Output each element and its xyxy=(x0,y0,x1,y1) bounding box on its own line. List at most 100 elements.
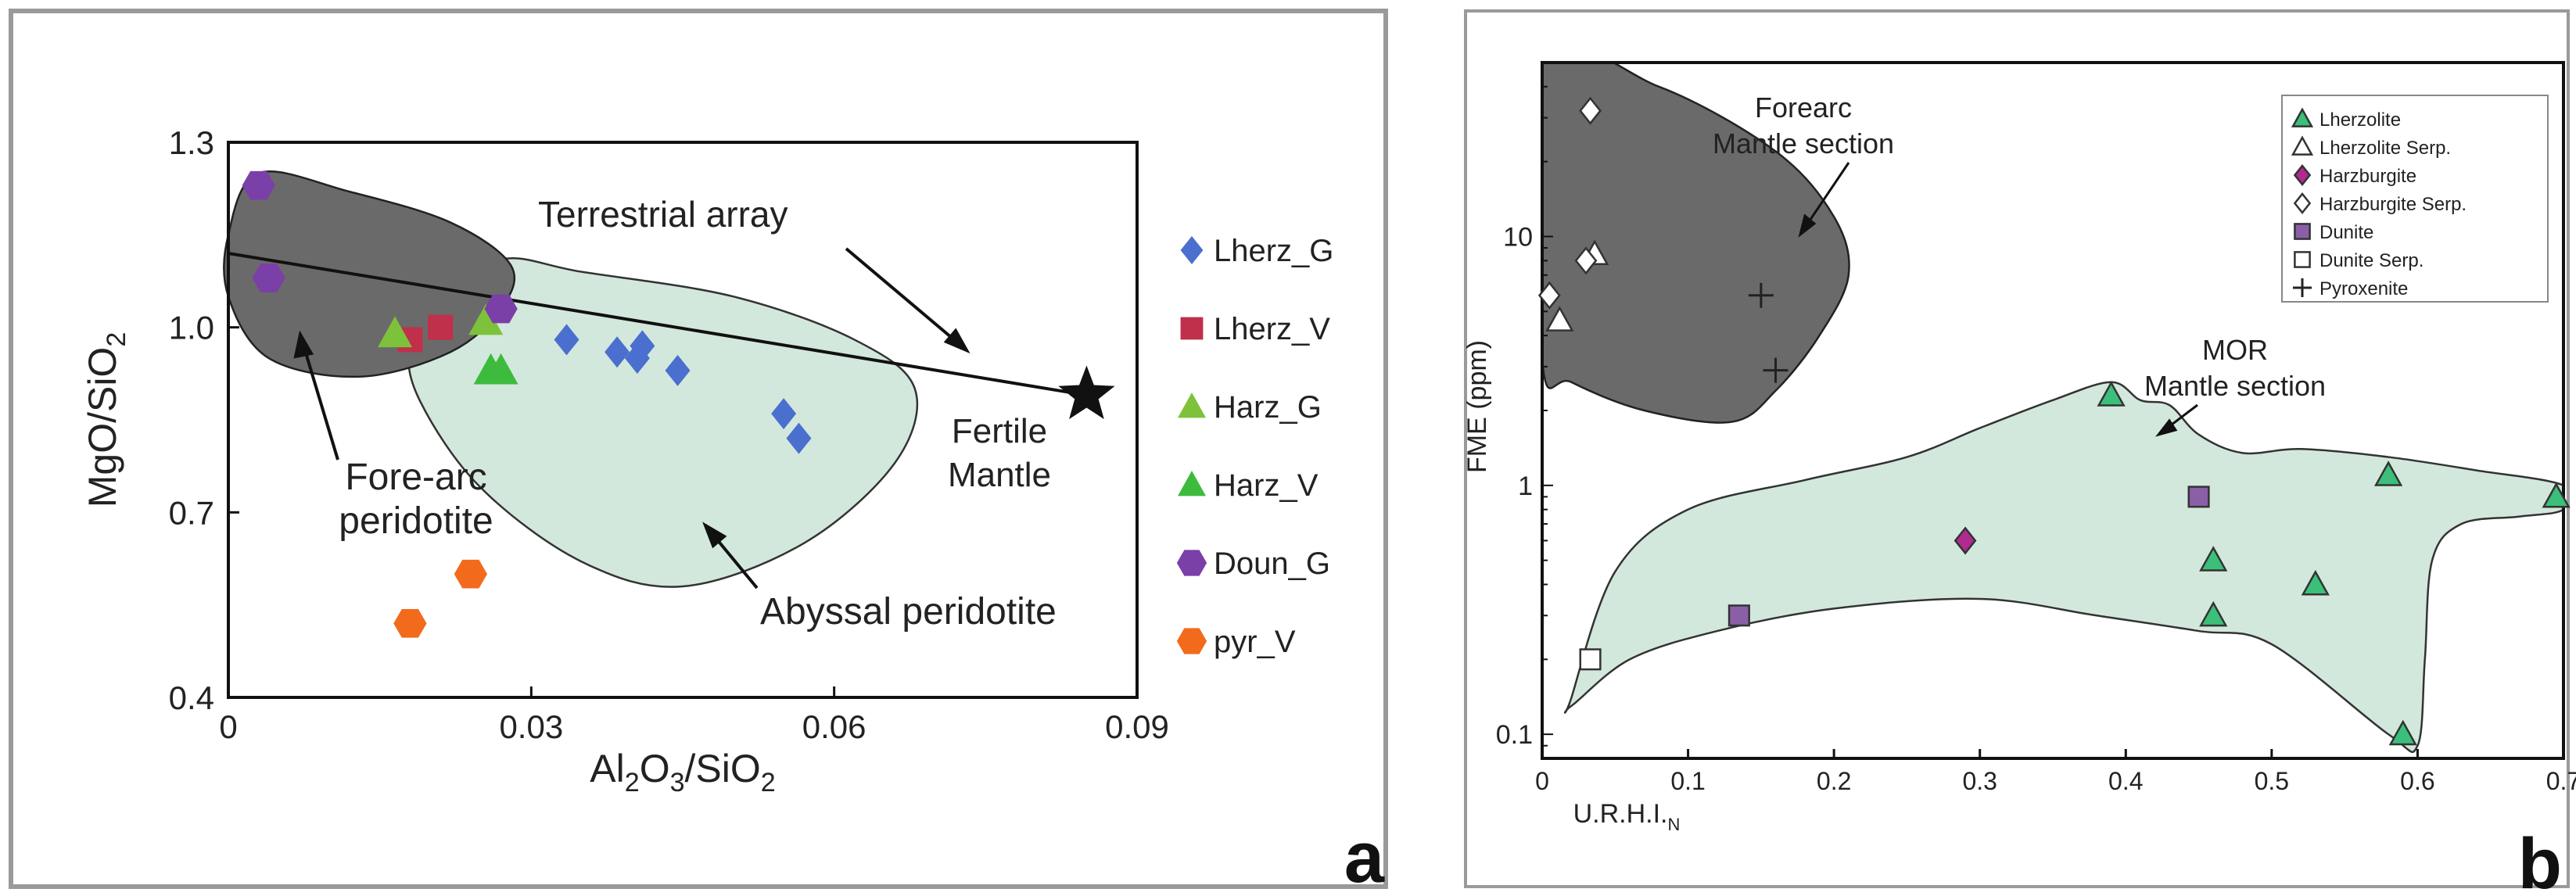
a-xtick-label: 0 xyxy=(219,708,237,745)
terrestrial-array-label: Terrestrial array xyxy=(538,194,788,235)
legend-label-pyr-v: pyr_V xyxy=(1214,625,1296,659)
point-harzburgite-serp- xyxy=(1537,281,1561,310)
b-xtick-label: 0.6 xyxy=(2400,767,2434,795)
panel-a-ylabel: MgO/SiO2 xyxy=(81,332,131,508)
legend-marker-harzburgite-serp- xyxy=(2293,192,2312,215)
legend-label-lherzolite: Lherzolite xyxy=(2319,109,2401,131)
panel-a: 0 0.03 0.06 0.09 0.4 0.7 1.0 1.3 Terrestrial ar… xyxy=(9,9,1388,896)
point-doun-g xyxy=(484,294,518,324)
panel-b-fields xyxy=(1542,63,2563,754)
point-dunite xyxy=(2187,486,2210,508)
point-harzburgite-serp- xyxy=(1574,246,1598,275)
a-xtick-label: 0.09 xyxy=(1105,708,1169,745)
legend-marker-harzburgite xyxy=(2293,163,2312,187)
a-ytick-label: 0.4 xyxy=(169,679,214,716)
point-pyr-v xyxy=(393,609,427,638)
legend-marker-harz-g xyxy=(1178,392,1206,418)
mor-label-1: MOR xyxy=(2202,334,2268,366)
ylabel-sub: 2 xyxy=(102,332,131,347)
point-lherz-g xyxy=(554,324,579,356)
legend-marker-harz-v xyxy=(1178,471,1206,496)
abyssal-arrowhead xyxy=(702,521,727,549)
b-ytick-label: 1 xyxy=(1518,471,1533,501)
legend-marker-lherzolite-serp- xyxy=(2291,135,2314,156)
fertile-mantle-star xyxy=(1058,365,1115,420)
a-ytick-label: 1.0 xyxy=(169,310,214,346)
point-harz-v xyxy=(483,353,518,385)
forearc-b-label-2: Mantle section xyxy=(1713,127,1894,159)
panel-a-arrows xyxy=(293,247,970,590)
b-ytick-label: 0.1 xyxy=(1496,720,1533,750)
point-pyroxenite xyxy=(1748,282,1774,308)
b-xtick-label: 0.2 xyxy=(1817,767,1851,795)
legend-marker-lherz-v xyxy=(1180,317,1204,340)
point-lherz-g xyxy=(786,422,812,454)
panel-a-xlabel: Al2O3/SiO2 xyxy=(590,747,775,797)
panel-b-ylabel: FME (ppm) xyxy=(1462,340,1492,473)
forearc-arrowhead xyxy=(293,330,314,359)
point-pyroxenite xyxy=(1763,357,1788,383)
legend-label-harz-v: Harz_V xyxy=(1214,468,1318,503)
panel-a-letter: a xyxy=(1344,818,1385,896)
forearc-label-2: peridotite xyxy=(339,500,493,542)
forearc-label-1: Fore-arc xyxy=(345,457,486,498)
point-dunite xyxy=(1727,604,1750,627)
point-doun-g xyxy=(252,263,285,292)
point-harzburgite xyxy=(1954,526,1977,555)
legend-marker-doun-g xyxy=(1176,550,1207,576)
abyssal-label: Abyssal peridotite xyxy=(760,591,1057,633)
legend-label-lherz-g: Lherz_G xyxy=(1214,234,1333,268)
fertile-mantle-label-1: Fertile xyxy=(952,412,1047,450)
mor-label-2: Mantle section xyxy=(2144,370,2326,402)
forearc-b-label-1: Forearc xyxy=(1755,91,1852,124)
b-xtick-label: 0.5 xyxy=(2255,767,2289,795)
b-ytick-label: 10 xyxy=(1503,223,1533,253)
point-lherzolite xyxy=(2301,569,2330,596)
mor-field xyxy=(1563,381,2563,754)
point-lherz-v xyxy=(428,314,454,340)
legend-label-dunite: Dunite xyxy=(2319,222,2373,243)
b-xtick-label: 0.3 xyxy=(1962,767,1997,795)
b-xtick-label: 0.7 xyxy=(2546,767,2576,795)
point-lherz-g xyxy=(665,354,691,386)
a-ytick-label: 0.7 xyxy=(169,494,214,531)
legend-marker-pyroxenite xyxy=(2293,278,2312,297)
point-lherzolite xyxy=(2097,381,2126,407)
point-lherzolite xyxy=(2373,461,2403,486)
xlabel-sio: /SiO xyxy=(685,747,761,790)
a-xtick-label: 0.06 xyxy=(802,708,866,745)
xlabel-sub-2: 3 xyxy=(670,768,685,797)
legend-label-doun-g: Doun_G xyxy=(1214,547,1330,581)
point-lherzolite xyxy=(2388,719,2417,746)
point-pyr-v xyxy=(454,559,488,589)
terrestrial-arrowhead xyxy=(943,328,970,354)
legend-label-harzburgite: Harzburgite xyxy=(2319,166,2416,187)
point-harz-g xyxy=(378,316,413,348)
panel-a-legend: Lherz_G Lherz_V Harz_G Harz_V Doun_G pyr_V xyxy=(1176,234,1333,659)
b-xtick-label: 0.1 xyxy=(1670,767,1705,795)
a-ytick-label: 1.3 xyxy=(169,124,214,161)
point-lherzolite xyxy=(2199,546,2228,572)
panel-a-plot-area xyxy=(227,141,1139,699)
abyssal-field xyxy=(407,256,919,588)
legend-marker-lherzolite xyxy=(2291,107,2314,127)
panel-b-legend: Lherzolite Lherzolite Serp. Harzburgite Har… xyxy=(2281,95,2549,303)
legend-marker-dunite xyxy=(2294,223,2311,240)
legend-label-lherz-v: Lherz_V xyxy=(1214,312,1330,346)
b-xtick-label: 0 xyxy=(1535,767,1549,795)
a-xtick-label: 0.03 xyxy=(499,708,563,745)
point-harz-g xyxy=(468,303,504,335)
xlabel-b-sub: N xyxy=(1668,815,1681,834)
legend-label-pyroxenite: Pyroxenite xyxy=(2319,278,2408,299)
b-xtick-label: 0.4 xyxy=(2108,767,2143,795)
point-harzburgite-serp- xyxy=(1579,96,1602,125)
point-lherzolite xyxy=(2542,482,2571,508)
legend-marker-lherz-g xyxy=(1180,236,1204,264)
legend-marker-pyr-v xyxy=(1176,628,1207,654)
point-lherzolite xyxy=(2199,600,2228,627)
xlabel-b-main: U.R.H.I. xyxy=(1573,799,1668,829)
forearc-b-arrowhead xyxy=(1798,213,1817,238)
legend-marker-dunite-serp- xyxy=(2294,251,2311,268)
